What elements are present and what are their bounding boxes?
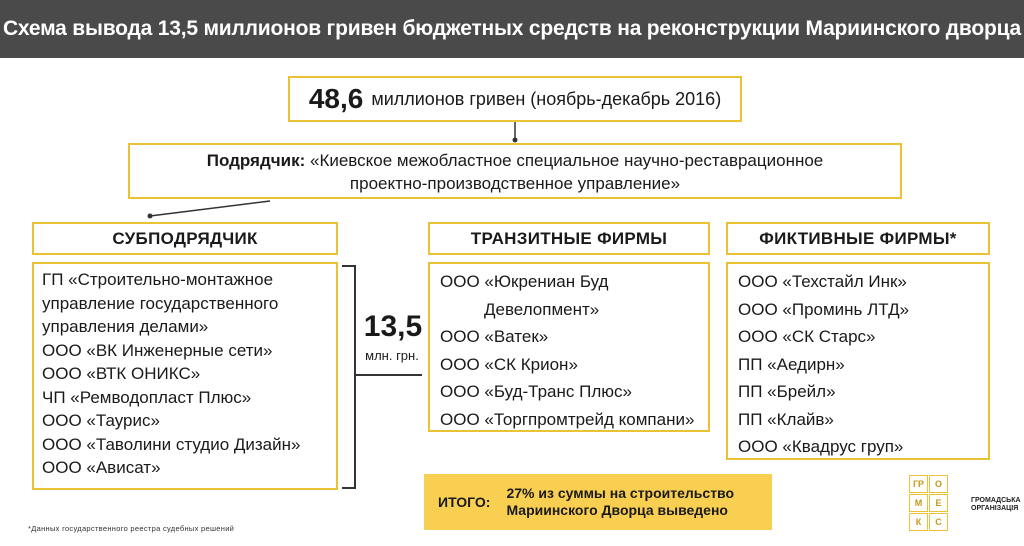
list-item: ООО «СК Старс» xyxy=(738,327,876,346)
total-line-1: 27% из суммы на строительство xyxy=(506,485,735,501)
logo-cell: К xyxy=(909,513,928,531)
logo-caption: ГРОМАДСЬКА ОРГАНІЗАЦІЯ xyxy=(971,497,1021,513)
list-item: управления делами» xyxy=(42,317,209,336)
transit-firms-header: ТРАНЗИТНЫЕ ФИРМЫ xyxy=(428,222,710,255)
contractor-name-2: проектно-производственное управление» xyxy=(349,174,681,193)
transit-firms-list: ООО «Юкрениан Буд Девелопмент» ООО «Вате… xyxy=(428,262,710,432)
list-item: ООО «Ависат» xyxy=(42,458,161,477)
footnote: *Данных государственного реестра судебны… xyxy=(28,524,235,533)
hromadske-logo: ГР О М Е К С xyxy=(909,475,969,531)
fictive-firms-header: ФИКТИВНЫЕ ФИРМЫ* xyxy=(726,222,990,255)
list-item: ООО «Техстайл Инк» xyxy=(738,272,907,291)
connector-dot-sub xyxy=(147,213,153,219)
contractor-line-1: Подрядчик: «Киевское межобластное специа… xyxy=(130,149,900,172)
logo-cell: ГР xyxy=(909,475,928,493)
list-item: ЧП «Ремводопласт Плюс» xyxy=(42,387,252,407)
total-summary-box: ИТОГО: 27% из суммы на строительство Мар… xyxy=(424,474,772,530)
list-item: ООО «Юкрениан Буд xyxy=(440,272,609,291)
connector-contractor-to-sub xyxy=(149,200,271,217)
transfer-unit: млн. грн. xyxy=(365,348,419,363)
logo-caption-line-2: ОРГАНІЗАЦІЯ xyxy=(971,505,1019,512)
page-title: Схема вывода 13,5 миллионов гривен бюдже… xyxy=(0,0,1024,58)
bracket-tick xyxy=(354,374,362,376)
list-item: ООО «СК Крион» xyxy=(440,354,578,374)
list-item: ООО «ВТК ОНИКС» xyxy=(42,364,201,383)
transfer-arrow xyxy=(362,374,422,376)
transfer-amount: 13,5 xyxy=(363,310,423,343)
logo-cell: М xyxy=(909,494,928,512)
logo-caption-line-1: ГРОМАДСЬКА xyxy=(971,497,1021,504)
contractor-label: Подрядчик: xyxy=(206,151,306,170)
fictive-firms-list: ООО «Техстайл Инк» ООО «Проминь ЛТД» ООО… xyxy=(726,262,990,460)
list-item: ООО «Буд-Транс Плюс» xyxy=(440,382,632,401)
logo-cell: О xyxy=(929,475,948,493)
total-line-2: Мариинского Дворца выведено xyxy=(506,502,728,518)
logo-cell: С xyxy=(929,513,948,531)
list-item: ООО «ВК Инженерные сети» xyxy=(42,340,273,360)
subcontractor-header: СУБПОДРЯДЧИК xyxy=(32,222,338,255)
connector-dot-top xyxy=(512,137,518,143)
contractor-name-1: «Киевское межобластное специальное научн… xyxy=(309,151,824,170)
total-budget-box: 48,6 миллионов гривен (ноябрь-декабрь 20… xyxy=(288,76,742,122)
total-budget-text: миллионов гривен (ноябрь-декабрь 2016) xyxy=(371,88,722,109)
logo-cell: Е xyxy=(929,494,948,512)
list-item: ООО «Торгпромтрейд компани» xyxy=(440,409,695,429)
list-item: ООО «Квадрус груп» xyxy=(738,437,904,456)
total-text: 27% из суммы на строительство Мариинског… xyxy=(506,485,734,519)
list-item: ПП «Аедирн» xyxy=(738,354,845,374)
total-budget-amount: 48,6 xyxy=(308,83,364,114)
list-item: ООО «Проминь ЛТД» xyxy=(738,299,910,319)
list-item: ООО «Таурис» xyxy=(42,411,160,430)
list-item: ПП «Брейл» xyxy=(738,382,836,401)
list-item: Девелопмент» xyxy=(484,299,600,319)
subcontractor-bracket xyxy=(342,265,356,489)
list-item: управление государственного xyxy=(42,293,279,313)
list-item: ПП «Клайв» xyxy=(738,409,834,429)
list-item: ООО «Ватек» xyxy=(440,327,549,346)
contractor-box: Подрядчик: «Киевское межобластное специа… xyxy=(128,143,902,199)
total-label: ИТОГО: xyxy=(438,494,491,510)
list-item: ГП «Строительно-монтажное xyxy=(42,270,274,289)
subcontractor-list: ГП «Строительно-монтажное управление гос… xyxy=(32,262,338,490)
list-item: ООО «Таволини студио Дизайн» xyxy=(42,434,301,454)
